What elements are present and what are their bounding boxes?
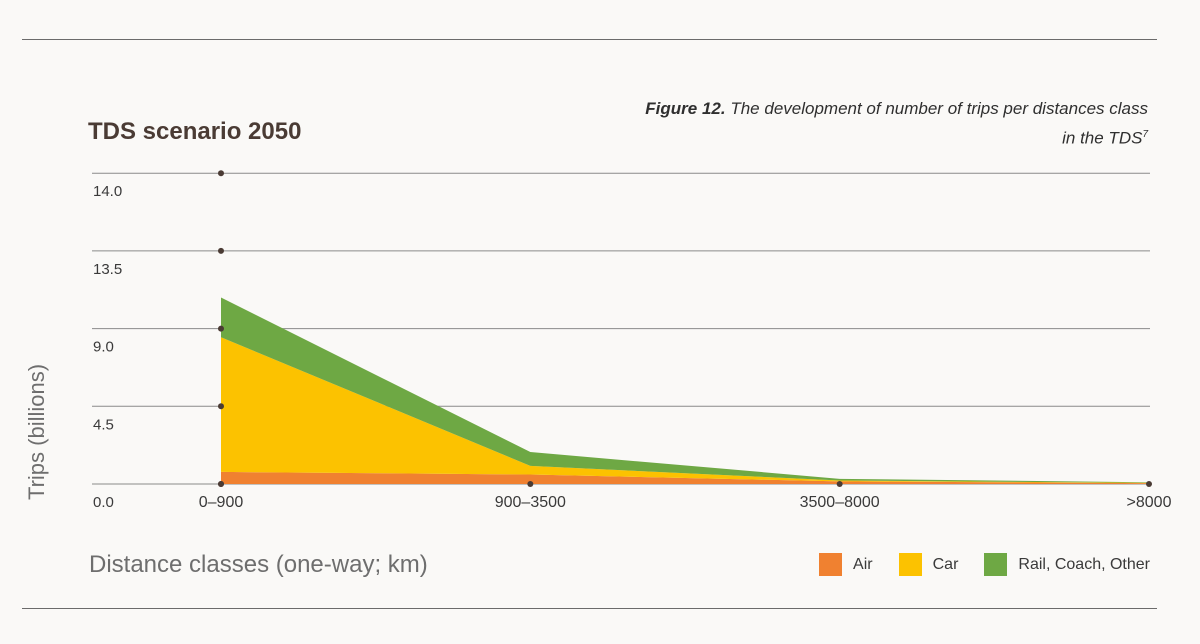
legend-swatch-rail [984,553,1008,576]
axis-markers [218,170,1152,487]
x-axis-label: Distance classes (one-way; km) [89,551,428,578]
y-tick-label: 13.5 [93,261,122,278]
chart-title: TDS scenario 2050 [88,118,302,145]
footnote-marker: 7 [1142,129,1148,140]
area-car [221,337,1149,484]
y-tick-label: 0.0 [93,494,114,511]
bottom-divider [22,608,1157,609]
x-tick-label: >8000 [1127,494,1172,511]
axis-dot [218,403,224,410]
y-tick-labels: 0.0 4.5 9.0 13.5 14.0 [93,183,122,511]
x-tick-label: 3500–8000 [800,494,880,511]
figure-label: Figure 12. [645,99,726,118]
axis-dot [218,247,224,254]
figure-caption: Figure 12. The development of number of … [628,96,1148,152]
legend-label-car: Car [932,555,959,573]
axis-dot [218,170,224,177]
legend-item-rail: Rail, Coach, Other [984,553,1150,576]
x-tick-label: 900–3500 [495,494,566,511]
category-dot [836,481,843,487]
category-dot [527,481,534,487]
legend-swatch-air [819,553,843,576]
axis-dot [218,325,224,332]
legend-label-rail: Rail, Coach, Other [1018,555,1150,573]
y-tick-label: 14.0 [93,183,122,200]
top-divider [22,39,1157,40]
y-tick-label: 4.5 [93,416,114,433]
area-series [221,297,1149,484]
figure-caption-text: The development of number of trips per d… [730,99,1148,148]
x-tick-label: 0–900 [199,494,244,511]
y-tick-label: 9.0 [93,339,114,356]
legend-item-air: Air [819,553,873,576]
legend-item-car: Car [898,553,959,576]
chart-legend: Air Car Rail, Coach, Other [793,553,1150,576]
x-tick-labels: 0–900 900–3500 3500–8000 >8000 [199,494,1172,511]
category-dot [1146,481,1152,487]
legend-label-air: Air [853,555,873,573]
y-axis-label: Trips (billions) [24,364,49,500]
legend-swatch-car [898,553,922,576]
category-dot [218,481,224,487]
